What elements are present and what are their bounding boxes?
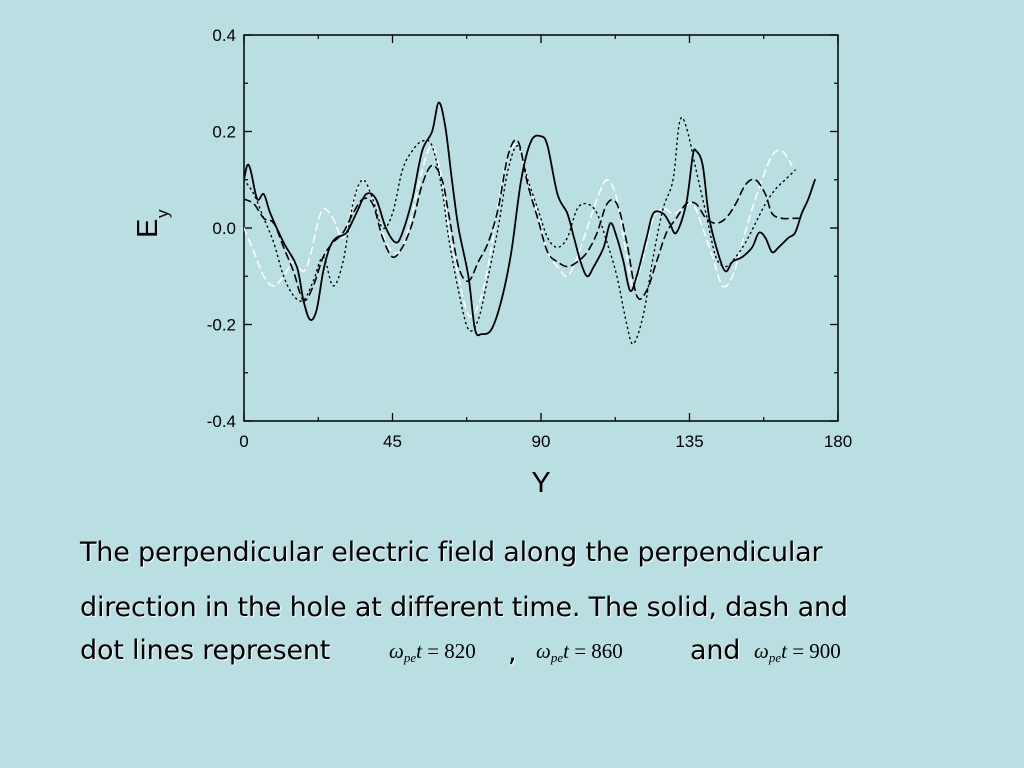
caption-line-2: direction in the hole at different time.… — [80, 592, 848, 623]
formula-equals: = — [574, 639, 587, 663]
formula-value: 820 — [444, 639, 476, 663]
formula-subscript: pe — [550, 650, 564, 665]
x-tick-label: 135 — [675, 432, 703, 451]
caption-and: and — [690, 635, 741, 666]
omega-symbol: ω — [754, 639, 769, 663]
x-tick-label: 180 — [824, 432, 852, 451]
formula-equals: = — [792, 639, 805, 663]
omega-symbol: ω — [389, 639, 404, 663]
x-tick-label: 90 — [532, 432, 551, 451]
formula-t: t — [781, 639, 787, 663]
formula-equals: = — [427, 639, 440, 663]
series-group — [244, 101, 816, 345]
y-tick-label: 0.4 — [212, 26, 236, 45]
caption-comma: , — [508, 637, 517, 668]
series-line-solid — [244, 101, 816, 337]
formula-value: 900 — [809, 639, 841, 663]
formula-time-860: ωpet = 860 — [536, 639, 623, 666]
x-tick-label: 45 — [383, 432, 402, 451]
x-axis-title: Y — [531, 467, 550, 499]
y-tick-labels: 0.4 0.2 0.0 -0.2 -0.4 — [207, 26, 236, 431]
y-axis-title: E y — [132, 209, 172, 238]
formula-subscript: pe — [768, 650, 782, 665]
x-tick-label: 0 — [239, 432, 248, 451]
formula-time-900: ωpet = 900 — [754, 639, 841, 666]
caption-line-1: The perpendicular electric field along t… — [80, 537, 823, 568]
formula-t: t — [563, 639, 569, 663]
x-tick-labels: 0 45 90 135 180 — [239, 432, 852, 451]
chart: 0 45 90 135 180 0.4 0.2 0.0 -0.2 -0.4 Y E y — [132, 26, 852, 499]
y-tick-label: 0.2 — [212, 123, 236, 142]
y-axis-title-main: E — [132, 219, 164, 238]
omega-symbol: ω — [536, 639, 551, 663]
formula-subscript: pe — [403, 650, 417, 665]
formula-time-820: ωpet = 820 — [389, 639, 476, 666]
formula-t: t — [416, 639, 422, 663]
axis-ticks — [243, 34, 839, 422]
series-line-dot — [244, 116, 796, 345]
y-tick-label: -0.2 — [207, 316, 236, 335]
caption-line-3: dot lines represent — [80, 635, 331, 666]
y-axis-title-sub: y — [153, 209, 172, 218]
series-line-dash-white — [244, 143, 793, 318]
y-tick-label: 0.0 — [212, 219, 236, 238]
y-tick-label: -0.4 — [207, 412, 236, 431]
formula-value: 860 — [591, 639, 623, 663]
